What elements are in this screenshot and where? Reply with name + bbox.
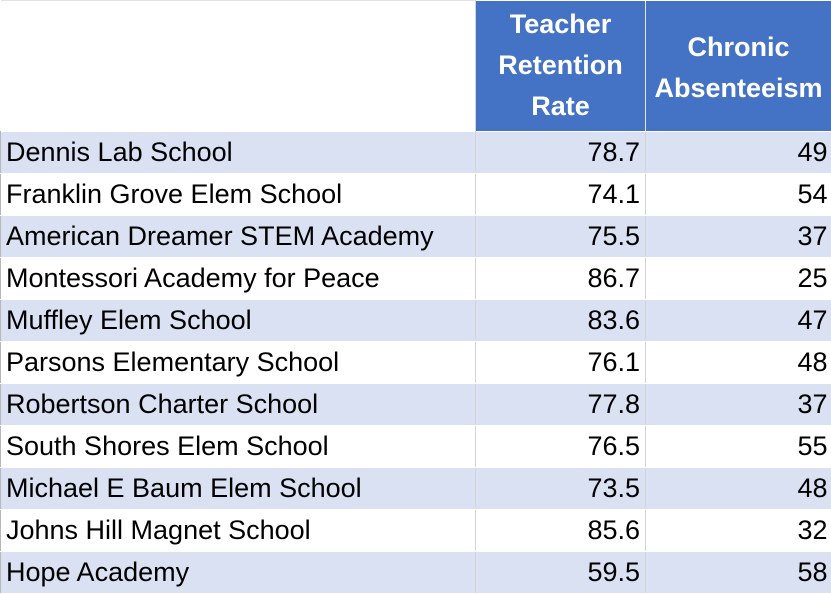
retention-rate-cell[interactable]: 77.8 — [476, 384, 646, 426]
retention-rate-cell[interactable]: 85.6 — [476, 510, 646, 552]
school-name-cell[interactable]: Muffley Elem School — [1, 300, 476, 342]
retention-rate-cell[interactable]: 78.7 — [476, 132, 646, 174]
table-row: Montessori Academy for Peace 86.7 25 — [1, 258, 831, 300]
absenteeism-cell[interactable]: 25 — [646, 258, 831, 300]
absenteeism-cell[interactable]: 37 — [646, 216, 831, 258]
school-name-cell[interactable]: Michael E Baum Elem School — [1, 468, 476, 510]
table-row: American Dreamer STEM Academy 75.5 37 — [1, 216, 831, 258]
absenteeism-cell[interactable]: 48 — [646, 468, 831, 510]
teacher-retention-rate-header[interactable]: Teacher Retention Rate — [476, 1, 646, 132]
absenteeism-cell[interactable]: 32 — [646, 510, 831, 552]
retention-rate-cell[interactable]: 83.6 — [476, 300, 646, 342]
table-row: Dennis Lab School 78.7 49 — [1, 132, 831, 174]
school-name-cell[interactable]: American Dreamer STEM Academy — [1, 216, 476, 258]
table-row: Robertson Charter School 77.8 37 — [1, 384, 831, 426]
absenteeism-cell[interactable]: 58 — [646, 552, 831, 594]
chronic-absenteeism-header[interactable]: Chronic Absenteeism — [646, 1, 831, 132]
school-name-cell[interactable]: Franklin Grove Elem School — [1, 174, 476, 216]
school-name-cell[interactable]: Johns Hill Magnet School — [1, 510, 476, 552]
school-name-cell[interactable]: Montessori Academy for Peace — [1, 258, 476, 300]
school-column-header[interactable] — [1, 1, 476, 132]
retention-rate-cell[interactable]: 86.7 — [476, 258, 646, 300]
absenteeism-cell[interactable]: 55 — [646, 426, 831, 468]
table-row: Johns Hill Magnet School 85.6 32 — [1, 510, 831, 552]
school-name-cell[interactable]: Hope Academy — [1, 552, 476, 594]
retention-rate-cell[interactable]: 59.5 — [476, 552, 646, 594]
absenteeism-cell[interactable]: 49 — [646, 132, 831, 174]
retention-rate-cell[interactable]: 76.5 — [476, 426, 646, 468]
table-row: Franklin Grove Elem School 74.1 54 — [1, 174, 831, 216]
school-name-cell[interactable]: Parsons Elementary School — [1, 342, 476, 384]
table-row: South Shores Elem School 76.5 55 — [1, 426, 831, 468]
table-row: Parsons Elementary School 76.1 48 — [1, 342, 831, 384]
header-row: Teacher Retention Rate Chronic Absenteei… — [1, 1, 831, 132]
absenteeism-cell[interactable]: 47 — [646, 300, 831, 342]
school-name-cell[interactable]: South Shores Elem School — [1, 426, 476, 468]
retention-rate-cell[interactable]: 73.5 — [476, 468, 646, 510]
school-name-cell[interactable]: Robertson Charter School — [1, 384, 476, 426]
table-row: Michael E Baum Elem School 73.5 48 — [1, 468, 831, 510]
retention-rate-cell[interactable]: 75.5 — [476, 216, 646, 258]
retention-rate-cell[interactable]: 74.1 — [476, 174, 646, 216]
absenteeism-cell[interactable]: 48 — [646, 342, 831, 384]
table-row: Hope Academy 59.5 58 — [1, 552, 831, 594]
table-row: Muffley Elem School 83.6 47 — [1, 300, 831, 342]
school-name-cell[interactable]: Dennis Lab School — [1, 132, 476, 174]
absenteeism-cell[interactable]: 54 — [646, 174, 831, 216]
absenteeism-cell[interactable]: 37 — [646, 384, 831, 426]
retention-rate-cell[interactable]: 76.1 — [476, 342, 646, 384]
